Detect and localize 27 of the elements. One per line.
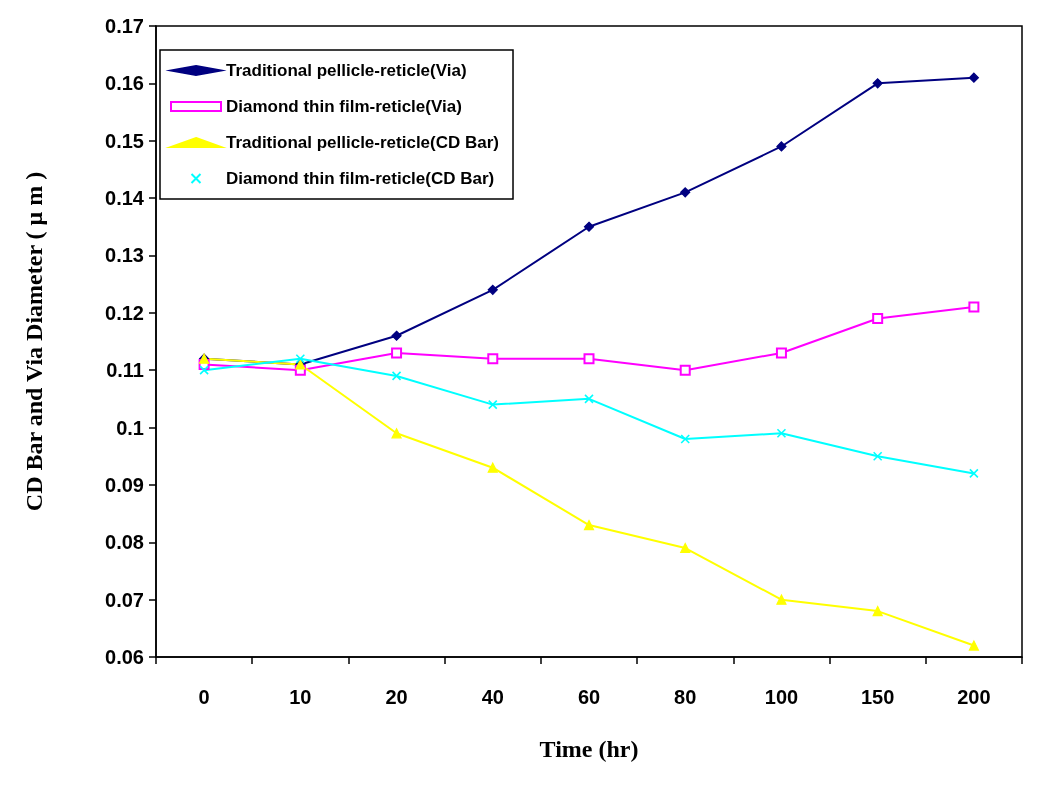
x-tick-label: 150 [860, 686, 895, 708]
y-tick-label: 0.08 [105, 531, 144, 554]
x-tick-label: 10 [289, 686, 312, 708]
y-tick-label: 0.09 [105, 473, 144, 496]
y-tick-label: 0.06 [105, 646, 144, 668]
y-tick-label: 0.07 [105, 588, 144, 611]
x-tick-label: 40 [481, 686, 504, 708]
legend-label: Diamond thin film-reticle(Via) [226, 97, 462, 116]
x-axis-title: Time (hr) [539, 736, 639, 762]
x-tick-label: 20 [385, 686, 408, 708]
y-tick-label: 0.15 [105, 129, 144, 152]
y-tick-label: 0.17 [105, 15, 144, 37]
x-tick-label: 0 [198, 686, 210, 708]
legend-label: Traditional pellicle-reticle(CD Bar) [226, 133, 500, 152]
y-tick-label: 0.12 [105, 301, 144, 324]
y-tick-label: 0.1 [116, 416, 144, 439]
y-axis-title: CD Bar and Via Diameter ( μ m ) [21, 171, 47, 512]
x-tick-label: 60 [577, 686, 601, 708]
x-tick-label: 100 [764, 686, 799, 708]
legend-label: Traditional pellicle-reticle(Via) [226, 61, 467, 80]
legend-label: Diamond thin film-reticle(CD Bar) [226, 169, 495, 188]
x-tick-label: 200 [957, 686, 991, 708]
y-tick-label: 0.13 [105, 244, 144, 267]
x-tick-label: 80 [674, 686, 697, 708]
y-tick-label: 0.14 [105, 187, 145, 210]
y-tick-label: 0.11 [106, 359, 144, 382]
y-tick-label: 0.16 [105, 72, 144, 95]
